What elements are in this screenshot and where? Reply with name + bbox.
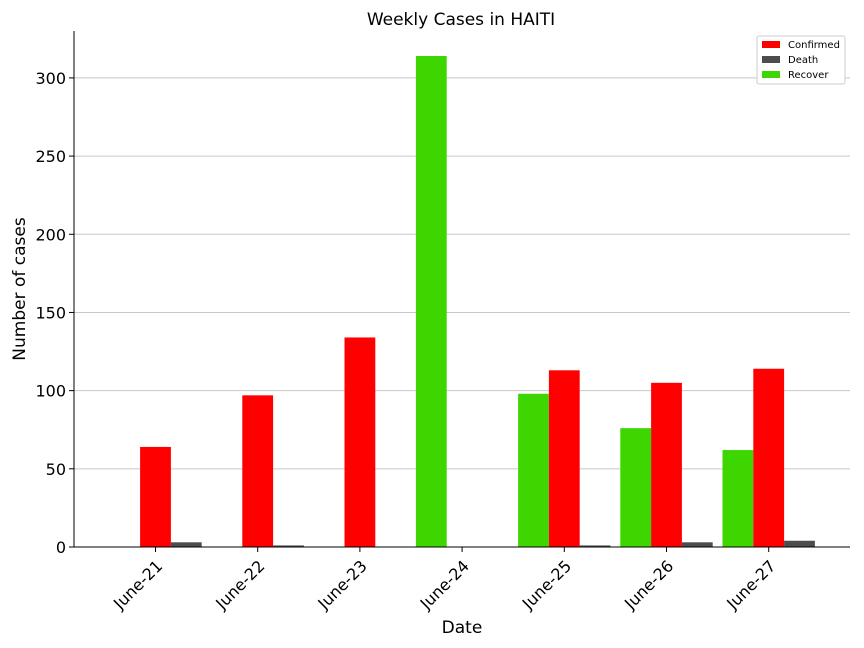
bar-confirmed <box>651 382 682 547</box>
bar-confirmed <box>548 370 580 547</box>
bar-confirmed <box>140 446 171 547</box>
y-tick-label: 250 <box>35 147 66 166</box>
bars <box>140 56 815 547</box>
y-tick-label: 300 <box>35 69 66 88</box>
legend-swatch-recover <box>762 71 780 78</box>
legend-label-confirmed: Confirmed <box>788 40 840 51</box>
bar-confirmed <box>344 337 376 547</box>
x-tick-label: June-21 <box>109 556 166 613</box>
x-tick-label: June-22 <box>211 556 268 613</box>
gridlines <box>74 77 850 470</box>
x-tick-label: June-26 <box>620 556 677 613</box>
legend-swatch-death <box>762 56 780 63</box>
legend-label-recover: Recover <box>788 70 829 81</box>
x-axis-label: Date <box>442 618 483 638</box>
bar-recover <box>415 56 447 547</box>
y-tick-label: 100 <box>35 382 66 401</box>
bar-recover <box>722 450 754 547</box>
y-tick-label: 50 <box>46 460 66 479</box>
y-tick-label: 200 <box>35 225 66 244</box>
x-tick-label: June-27 <box>722 556 779 613</box>
legend: Confirmed Death Recover <box>756 35 846 85</box>
y-axis-label: Number of cases <box>10 217 30 361</box>
bar-confirmed <box>753 368 785 547</box>
bar-death <box>170 542 202 547</box>
y-ticks: 0 50 100 150 200 250 300 <box>35 69 74 557</box>
x-tick-label: June-24 <box>416 556 473 613</box>
bar-death <box>784 540 815 547</box>
chart-title: Weekly Cases in HAITI <box>367 10 555 30</box>
bar-death <box>681 542 713 547</box>
x-tick-label: June-25 <box>518 556 575 613</box>
bar-recover <box>620 428 652 547</box>
legend-swatch-confirmed <box>762 41 780 48</box>
y-tick-label: 150 <box>35 303 66 322</box>
bar-confirmed <box>242 395 274 547</box>
bar-death <box>273 545 304 547</box>
x-ticks: June-21 June-22 June-23 June-24 June-25 June-… <box>109 547 780 614</box>
bar-death <box>579 545 611 547</box>
x-tick-label: June-23 <box>313 556 370 613</box>
bar-recover <box>518 393 549 547</box>
legend-label-death: Death <box>788 55 818 66</box>
y-tick-label: 0 <box>56 538 66 557</box>
